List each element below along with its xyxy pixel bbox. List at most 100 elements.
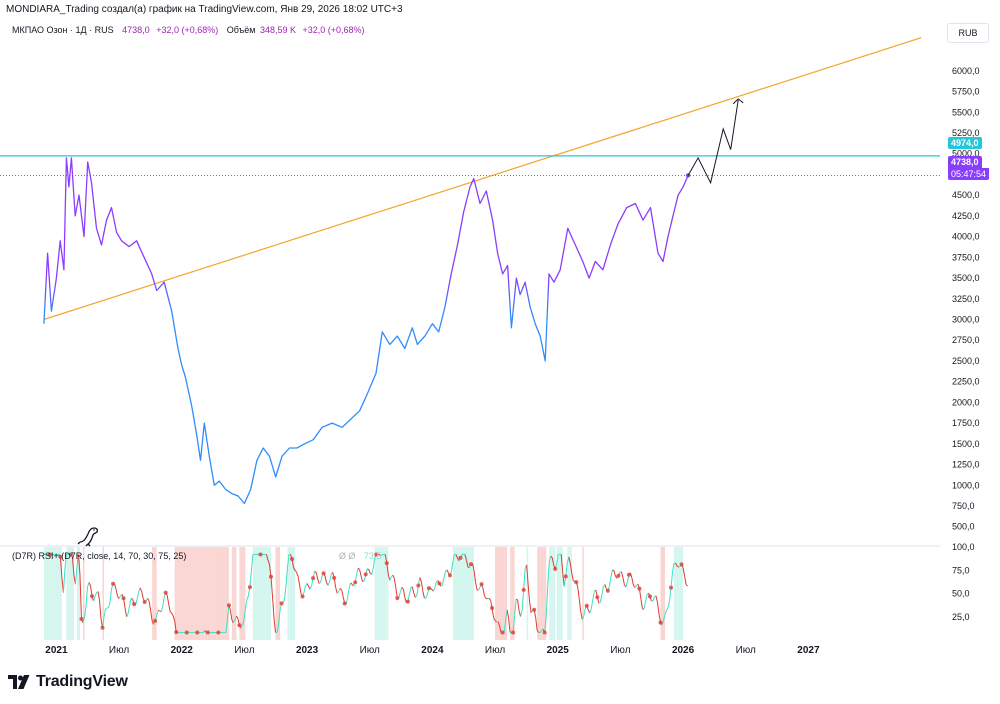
rsi-signal-dot: [290, 556, 295, 561]
rsi-signal-dot: [647, 594, 652, 599]
price-change: +32,0 (+0,68%): [156, 25, 219, 35]
time-axis[interactable]: 2021 Июл 2022 Июл 2023 Июл 2024 Июл 2025 Июл 2026 И…: [45, 645, 820, 656]
rsi-extreme-band: [544, 547, 547, 640]
price-axis[interactable]: 6000,05750,05500,05250,05000,04750,04500…: [952, 66, 980, 532]
rsi-segment: [676, 565, 679, 568]
rsi-extreme-band: [293, 547, 296, 640]
rsi-segment: [246, 595, 249, 601]
rsi-signal-dot: [174, 630, 179, 635]
rsi-segment: [148, 601, 152, 611]
rsi-segment: [464, 554, 467, 561]
rsi-extreme-band: [51, 547, 53, 640]
rsi-segment: [583, 608, 586, 616]
rsi-extreme-band: [496, 547, 499, 640]
rsi-extreme-band: [153, 547, 156, 640]
rsi-segment: [64, 554, 67, 570]
rsi-extreme-band: [553, 547, 556, 640]
rsi-segment: [539, 629, 543, 633]
tradingview-logo[interactable]: TradingView: [8, 673, 128, 691]
rsi-extreme-band: [452, 547, 455, 640]
rsi-extreme-band: [69, 547, 71, 640]
trendline[interactable]: [43, 37, 922, 321]
rsi-segment: [270, 576, 273, 596]
rsi-segment: [413, 593, 416, 598]
support-trendline[interactable]: [43, 37, 922, 321]
rsi-extreme-band: [510, 547, 512, 640]
rsi-extreme-band: [267, 547, 270, 640]
rsi-extreme-band: [376, 547, 378, 640]
rsi-segment: [338, 588, 341, 592]
rsi-segment: [82, 617, 85, 624]
rsi-extreme-band: [197, 547, 199, 640]
time-axis-tick-label: 2022: [171, 645, 194, 656]
rsi-segment: [613, 570, 616, 576]
bar-countdown-tag: 05:47:54: [948, 168, 990, 180]
symbol-legend[interactable]: МКПАО Озон · 1Д · RUS 4738,0 +32,0 (+0,6…: [12, 25, 365, 35]
rsi-segment: [306, 583, 310, 587]
rsi-segment: [59, 556, 63, 578]
rsi-segment: [545, 586, 549, 616]
rsi-segment: [347, 587, 350, 598]
symbol-name[interactable]: МКПАО Озон · 1Д · RUS: [12, 25, 114, 35]
rsi-extreme-band: [552, 547, 554, 640]
rsi-segment: [562, 572, 565, 587]
rsi-segment: [127, 605, 131, 614]
price-axis-tick-label: 2750,0: [952, 335, 980, 345]
rsi-signal-dot: [595, 595, 600, 600]
rsi-segment: [71, 557, 75, 576]
rsi-extreme-band: [502, 547, 505, 640]
rsi-segment: [450, 561, 454, 572]
rsi-indicator-name[interactable]: (D7R) RSI+ (D7R, close, 14, 70, 30, 75, …: [12, 551, 187, 561]
rsi-extreme-band: [215, 547, 217, 640]
rsi-segment: [341, 590, 344, 597]
rsi-extreme-band: [186, 547, 189, 640]
price-axis-tick-label: 4000,0: [952, 232, 980, 242]
rsi-signal-dot: [637, 586, 642, 591]
price-axis-tick-label: 2250,0: [952, 377, 980, 387]
rsi-segment: [604, 584, 607, 589]
rsi-signal-dot: [679, 562, 684, 567]
time-axis-tick-label: Июл: [610, 645, 630, 656]
rsi-signal-dot: [184, 630, 189, 635]
rsi-extreme-band: [219, 547, 222, 640]
rsi-segment: [482, 588, 486, 597]
rsi-segment: [520, 610, 523, 617]
rsi-segment: [655, 595, 658, 603]
rsi-extreme-band: [218, 547, 220, 640]
rsi-extreme-band: [663, 547, 666, 640]
rsi-extreme-band: [201, 547, 204, 640]
rsi-legend[interactable]: (D7R) RSI+ (D7R, close, 14, 70, 30, 75, …: [12, 551, 381, 561]
rsi-signal-dot: [321, 571, 326, 576]
rsi-signal-dot: [216, 630, 221, 635]
rsi-segment: [309, 585, 313, 590]
rsi-signal-dot: [605, 588, 610, 593]
rsi-segment: [379, 554, 381, 556]
rsi-segment: [521, 589, 525, 611]
rsi-segment: [136, 591, 140, 600]
rsi-extreme-band: [233, 547, 235, 640]
rsi-segment: [150, 610, 153, 622]
rsi-segment: [168, 603, 171, 612]
rsi-segment: [411, 586, 415, 594]
rsi-extreme-band: [505, 547, 508, 640]
rsi-segment: [685, 584, 688, 587]
rsi-segment: [267, 559, 270, 565]
rsi-extreme-band: [467, 547, 470, 640]
rsi-segment: [466, 560, 469, 568]
rsi-segment: [434, 581, 437, 588]
rsi-extreme-band: [195, 547, 198, 640]
rsi-segment: [414, 594, 418, 598]
rsi-segment: [666, 607, 669, 611]
currency-selector[interactable]: RUB: [947, 23, 989, 43]
time-axis-tick-label: Июл: [485, 645, 505, 656]
rsi-segment: [620, 571, 624, 578]
rsi-segment: [240, 625, 243, 629]
horizontal-lines[interactable]: [0, 155, 940, 176]
rsi-segment: [589, 608, 592, 614]
rsi-extreme-band: [541, 547, 544, 640]
projection-series[interactable]: [687, 98, 744, 185]
projection-path[interactable]: [687, 99, 739, 185]
rsi-segment: [667, 600, 671, 608]
rsi-signal-dot: [342, 601, 347, 606]
